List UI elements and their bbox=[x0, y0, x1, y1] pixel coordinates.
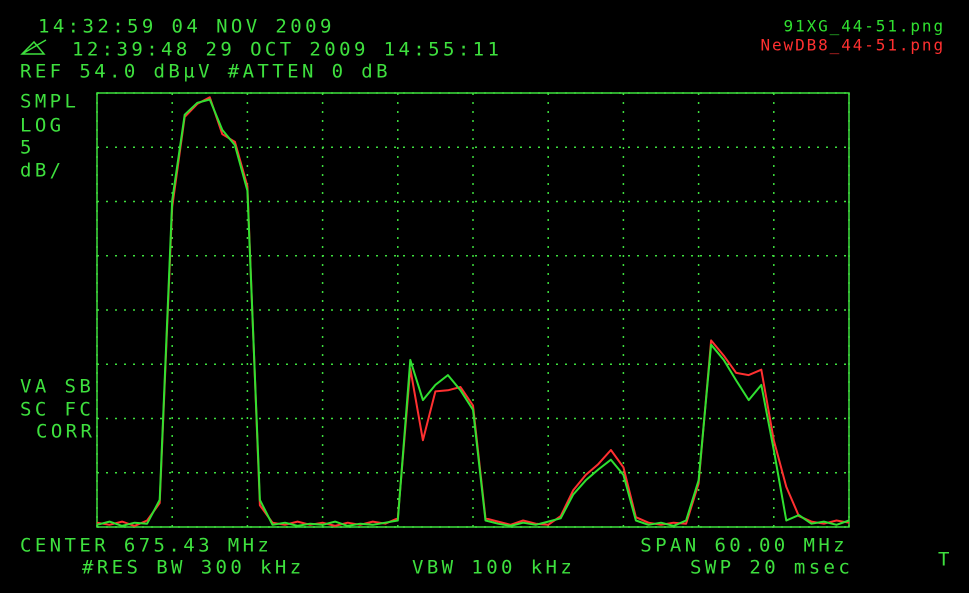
reference-timestamp: 12:39:48 29 OCT 2009 14:55:11 bbox=[72, 39, 502, 61]
left-label: dB/ bbox=[20, 160, 65, 182]
trace bbox=[96, 98, 850, 527]
legend-entry: NewDB8_44-51.png bbox=[760, 36, 945, 55]
sweep: SWP 20 msec bbox=[690, 557, 853, 579]
res-bw: #RES BW 300 kHz bbox=[82, 557, 305, 579]
left-label: SMPL bbox=[20, 91, 79, 113]
corner-mark: T bbox=[938, 549, 953, 571]
left-label: SC FC bbox=[20, 399, 94, 421]
left-label: CORR bbox=[36, 421, 95, 443]
left-label: VA SB bbox=[20, 376, 94, 398]
ref-line: REF 54.0 dBµV #ATTEN 0 dB bbox=[20, 61, 391, 83]
center-frequency: CENTER 675.43 MHz bbox=[20, 535, 272, 557]
vbw: VBW 100 kHz bbox=[412, 557, 575, 579]
delta-icon bbox=[20, 39, 47, 55]
left-label: LOG bbox=[20, 115, 65, 137]
trace bbox=[96, 96, 850, 527]
span: SPAN 60.00 MHz bbox=[640, 535, 848, 557]
left-label: 5 bbox=[20, 137, 35, 159]
timestamp: 14:32:59 04 NOV 2009 bbox=[38, 16, 335, 38]
legend-entry: 91XG_44-51.png bbox=[784, 17, 945, 36]
